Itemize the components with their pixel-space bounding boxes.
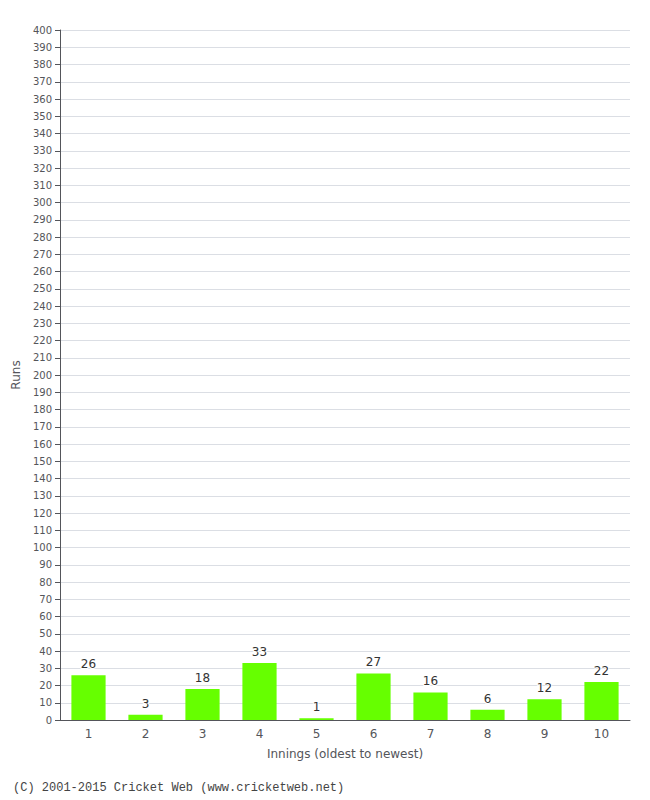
svg-text:10: 10 <box>39 697 52 708</box>
svg-text:340: 340 <box>33 128 52 139</box>
svg-text:70: 70 <box>39 594 52 605</box>
svg-text:30: 30 <box>39 663 52 674</box>
svg-text:350: 350 <box>33 111 52 122</box>
svg-text:22: 22 <box>594 664 609 678</box>
svg-text:220: 220 <box>33 335 52 346</box>
svg-text:200: 200 <box>33 370 52 381</box>
svg-text:3: 3 <box>199 727 207 741</box>
svg-text:8: 8 <box>484 727 492 741</box>
svg-text:Innings (oldest to newest): Innings (oldest to newest) <box>267 747 423 761</box>
svg-text:330: 330 <box>33 145 52 156</box>
svg-text:7: 7 <box>427 727 435 741</box>
svg-text:360: 360 <box>33 94 52 105</box>
svg-text:16: 16 <box>423 674 438 688</box>
svg-text:120: 120 <box>33 508 52 519</box>
svg-text:12: 12 <box>537 681 552 695</box>
svg-text:9: 9 <box>541 727 549 741</box>
svg-text:270: 270 <box>33 249 52 260</box>
svg-text:1: 1 <box>85 727 93 741</box>
svg-text:290: 290 <box>33 214 52 225</box>
svg-text:260: 260 <box>33 266 52 277</box>
svg-text:230: 230 <box>33 318 52 329</box>
svg-text:4: 4 <box>256 727 264 741</box>
svg-text:5: 5 <box>313 727 321 741</box>
svg-text:320: 320 <box>33 163 52 174</box>
svg-text:2: 2 <box>142 727 150 741</box>
svg-text:26: 26 <box>81 657 96 671</box>
svg-text:1: 1 <box>313 700 321 714</box>
svg-text:380: 380 <box>33 59 52 70</box>
svg-text:80: 80 <box>39 577 52 588</box>
svg-text:50: 50 <box>39 628 52 639</box>
svg-text:370: 370 <box>33 76 52 87</box>
svg-text:390: 390 <box>33 42 52 53</box>
svg-text:140: 140 <box>33 473 52 484</box>
svg-text:250: 250 <box>33 283 52 294</box>
svg-text:40: 40 <box>39 646 52 657</box>
svg-text:60: 60 <box>39 611 52 622</box>
svg-text:33: 33 <box>252 645 267 659</box>
svg-text:240: 240 <box>33 301 52 312</box>
svg-text:10: 10 <box>594 727 609 741</box>
svg-text:300: 300 <box>33 197 52 208</box>
svg-text:280: 280 <box>33 232 52 243</box>
svg-text:310: 310 <box>33 180 52 191</box>
svg-text:400: 400 <box>33 25 52 36</box>
svg-text:(C) 2001-2015 Cricket Web (www: (C) 2001-2015 Cricket Web (www.cricketwe… <box>13 781 344 795</box>
svg-text:210: 210 <box>33 352 52 363</box>
svg-text:170: 170 <box>33 421 52 432</box>
svg-text:20: 20 <box>39 680 52 691</box>
svg-text:Runs: Runs <box>9 360 23 389</box>
svg-text:150: 150 <box>33 456 52 467</box>
svg-text:190: 190 <box>33 387 52 398</box>
svg-text:90: 90 <box>39 559 52 570</box>
svg-text:100: 100 <box>33 542 52 553</box>
svg-text:6: 6 <box>370 727 378 741</box>
svg-text:180: 180 <box>33 404 52 415</box>
svg-text:130: 130 <box>33 490 52 501</box>
svg-text:18: 18 <box>195 671 210 685</box>
svg-text:110: 110 <box>33 525 52 536</box>
svg-text:6: 6 <box>484 692 492 706</box>
svg-text:0: 0 <box>46 715 52 726</box>
svg-text:3: 3 <box>142 697 150 711</box>
svg-text:27: 27 <box>366 655 381 669</box>
svg-text:160: 160 <box>33 439 52 450</box>
